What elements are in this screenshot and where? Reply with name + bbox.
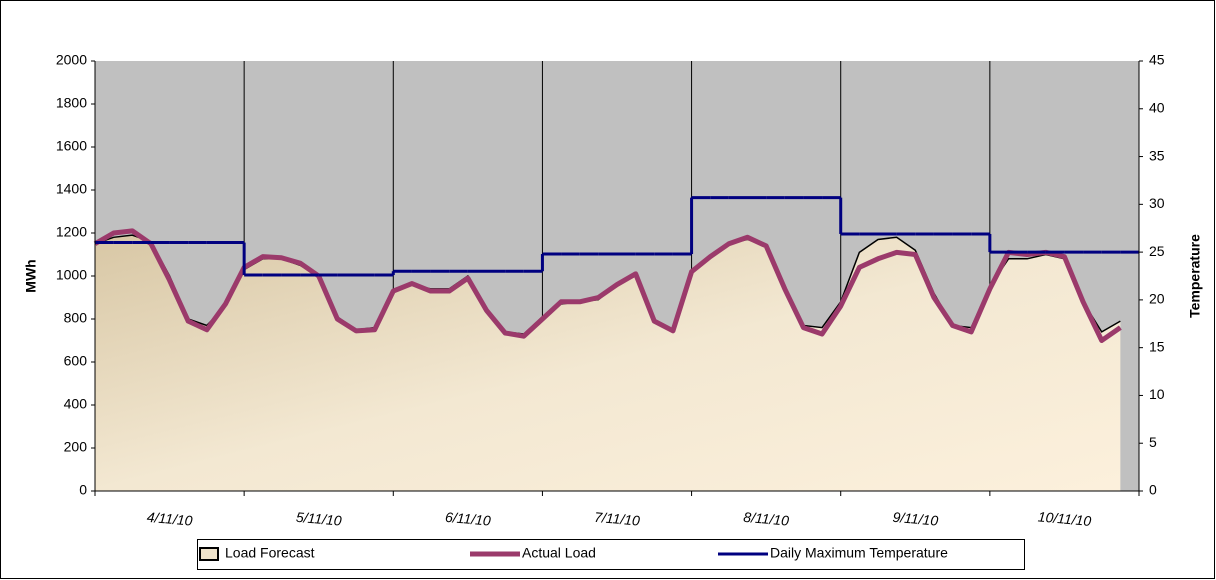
y2-tick-label: 35 [1149,147,1165,163]
y2-tick-label: 40 [1149,99,1165,115]
load-line [93,228,1122,343]
y-tick-label: 1200 [56,224,87,240]
y2-tick-label: 25 [1149,243,1165,259]
y-tick-label: 200 [64,439,88,455]
legend-label: Daily Maximum Temperature [770,545,948,561]
x-tick-label: 5/11/10 [295,509,342,529]
y2-tick-label: 5 [1149,434,1157,450]
y-tick-label: 2000 [56,52,87,68]
x-tick-label: 8/11/10 [743,509,790,529]
y-tick-label: 1400 [56,181,87,197]
y2-tick-label: 0 [1149,482,1157,498]
y-tick-label: 800 [64,310,88,326]
y-tick-label: 400 [64,396,88,412]
y-tick-label: 600 [64,353,88,369]
x-tick-label: 10/11/10 [1037,508,1092,529]
legend-swatch [199,547,219,561]
x-tick-label: 9/11/10 [892,509,939,529]
y2-tick-label: 45 [1149,52,1165,68]
legend-label: Actual Load [522,545,596,561]
area [95,235,1121,491]
legend [197,539,1025,570]
y2-tick-label: 30 [1149,195,1165,211]
y-axis-title: MWh [23,259,39,292]
y-tick-label: 0 [79,482,87,498]
y2-tick-label: 20 [1149,291,1165,307]
y2-tick-label: 10 [1149,386,1165,402]
y-tick-label: 1000 [56,267,87,283]
y-tick-label: 1600 [56,138,87,154]
legend-label: Load Forecast [225,545,315,561]
x-tick-label: 4/11/10 [146,509,193,529]
x-tick-label: 7/11/10 [594,509,641,529]
y-tick-label: 1800 [56,95,87,111]
y2-axis-title: Temperature [1187,234,1203,318]
y2-tick-label: 15 [1149,338,1165,354]
x-tick-label: 6/11/10 [445,509,492,529]
